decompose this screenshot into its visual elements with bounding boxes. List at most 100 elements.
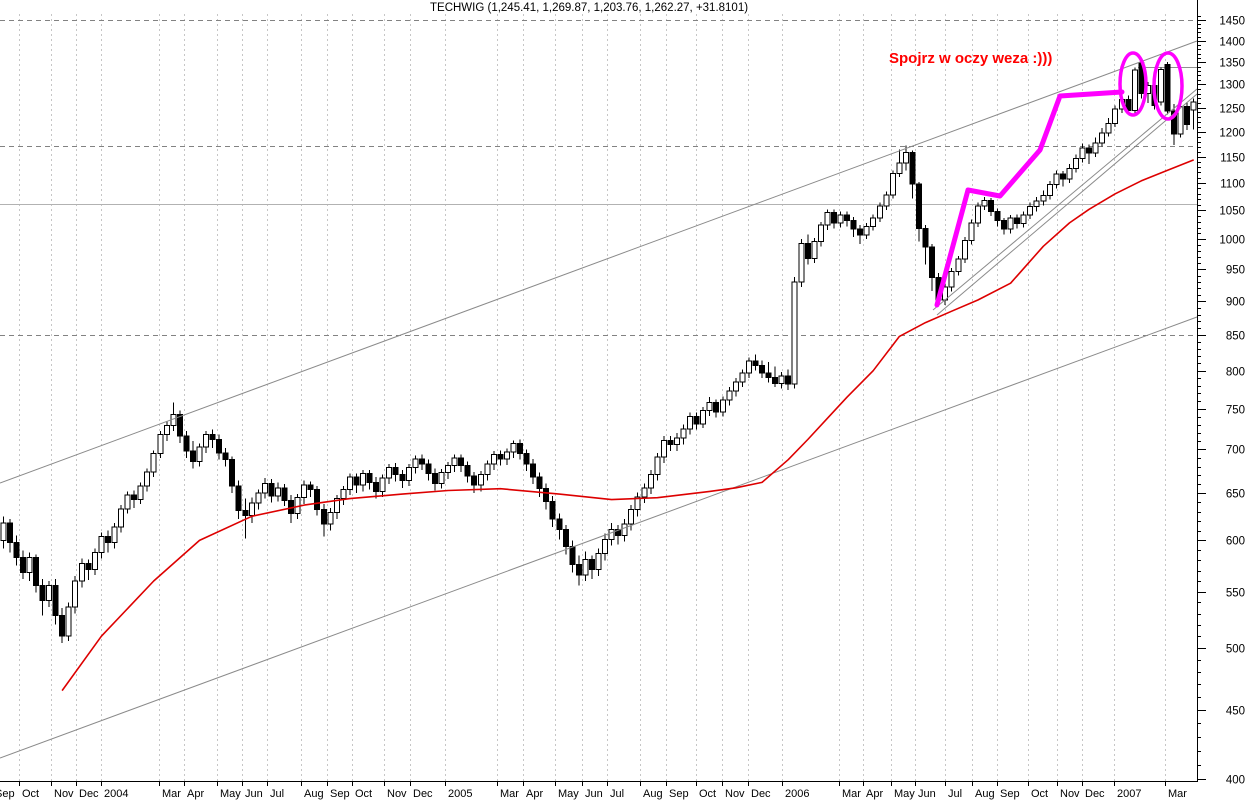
candle <box>471 475 478 486</box>
candle <box>203 434 210 448</box>
candle <box>176 413 183 437</box>
candle <box>163 425 170 436</box>
candle <box>1086 147 1093 154</box>
candle <box>602 538 609 554</box>
candle <box>373 481 380 492</box>
candle <box>811 241 818 259</box>
candle <box>974 205 981 224</box>
x-axis-label: Nov <box>387 788 407 800</box>
y-axis-label: 650 <box>1226 489 1245 501</box>
candle <box>647 473 654 489</box>
candle <box>189 450 196 462</box>
candle <box>32 556 39 586</box>
x-axis-label: May <box>894 788 915 800</box>
x-axis-label: Mar <box>1168 788 1187 800</box>
x-axis-label: Aug <box>304 788 324 800</box>
candle <box>902 152 909 164</box>
candle <box>1092 142 1099 154</box>
chart-title: TECHWIG (1,245.41, 1,269.87, 1,203.76, 1… <box>430 2 749 14</box>
x-axis-label: 2007 <box>1117 788 1141 800</box>
candle <box>968 222 975 241</box>
x-axis-label: Sep <box>0 788 15 800</box>
x-axis-label: Jun <box>918 788 936 800</box>
candle <box>706 402 713 411</box>
x-axis-label: Aug <box>975 788 995 800</box>
candle <box>124 494 131 510</box>
candle <box>785 375 792 385</box>
candle <box>922 228 929 248</box>
candle <box>26 556 33 574</box>
candle <box>1046 184 1053 196</box>
candle <box>1171 110 1178 135</box>
candle <box>157 434 164 455</box>
candle <box>490 454 497 465</box>
candle <box>229 459 236 487</box>
candle <box>46 584 53 601</box>
candle <box>360 473 367 486</box>
candle <box>660 439 667 458</box>
candle <box>673 437 680 445</box>
x-axis-label: Nov <box>54 788 74 800</box>
x-axis-label: May <box>220 788 241 800</box>
candle <box>458 457 465 467</box>
candle <box>765 372 772 378</box>
x-axis-label: Apr <box>526 788 543 800</box>
candle <box>392 466 399 475</box>
candle <box>693 416 700 425</box>
moving-average-line <box>61 159 1194 692</box>
candle <box>543 488 550 502</box>
candle <box>320 509 327 525</box>
candle <box>445 465 452 474</box>
candle <box>0 522 7 541</box>
trendline-steep-uptrend-2 <box>936 93 1198 316</box>
candle <box>314 489 321 511</box>
y-axis-label: 1250 <box>1219 104 1245 116</box>
trendlines-layer <box>0 40 1198 759</box>
x-axis-label: Oct <box>1031 788 1048 800</box>
candle <box>608 529 615 540</box>
x-axis-label: Dec <box>751 788 771 800</box>
y-axis-label: 1200 <box>1219 128 1245 140</box>
candle <box>6 522 13 543</box>
candle <box>628 509 635 525</box>
candle <box>1190 101 1197 111</box>
candle <box>118 508 125 528</box>
candle <box>961 239 968 260</box>
candle <box>1105 122 1112 134</box>
candle <box>523 453 530 465</box>
candle <box>1072 157 1079 170</box>
candle <box>216 438 223 454</box>
candle <box>641 487 648 498</box>
candle <box>366 473 373 483</box>
candle <box>817 224 824 243</box>
candle <box>517 443 524 455</box>
y-axis-label: 1400 <box>1219 37 1245 49</box>
candle <box>870 217 877 227</box>
y-axis-label: 950 <box>1226 265 1245 277</box>
candle <box>994 211 1001 222</box>
candle <box>91 551 98 571</box>
candle <box>916 183 923 230</box>
candle <box>857 228 864 236</box>
candle <box>713 402 720 413</box>
x-axis-label: Mar <box>842 788 861 800</box>
candle <box>353 476 360 486</box>
candle <box>745 360 752 374</box>
candles-layer <box>0 61 1197 644</box>
x-axis-label: Nov <box>725 788 745 800</box>
candle <box>1131 69 1138 111</box>
y-axis-label: 1150 <box>1220 153 1245 165</box>
x-axis-label: Jun <box>585 788 603 800</box>
y-axis-label: 1050 <box>1219 206 1245 218</box>
trendline-channel-bottom <box>0 316 1198 759</box>
x-axis-label: Mar <box>500 788 519 800</box>
candle <box>883 194 890 207</box>
y-axis-label: 600 <box>1226 536 1245 548</box>
x-axis-label: Dec <box>79 788 99 800</box>
candle <box>510 443 517 453</box>
candle <box>830 212 837 224</box>
candle <box>772 376 779 384</box>
